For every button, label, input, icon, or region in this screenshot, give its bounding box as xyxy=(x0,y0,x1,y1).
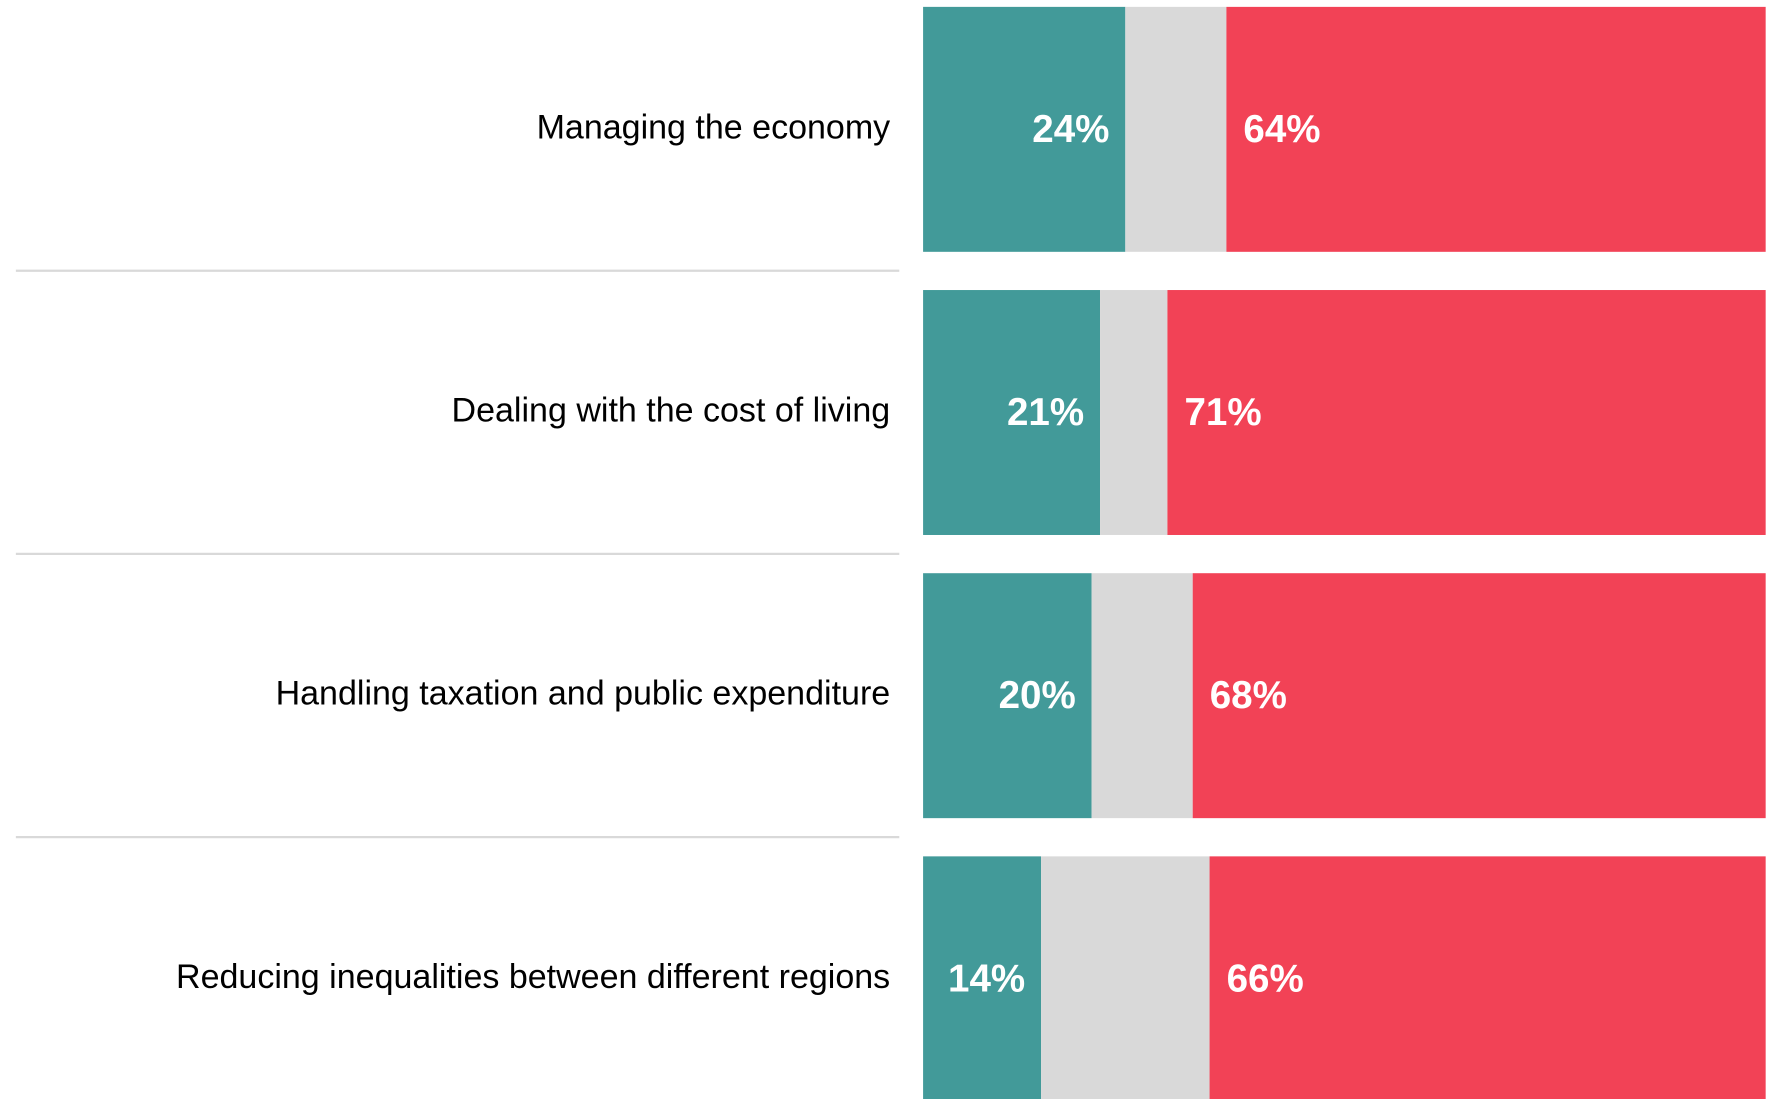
bar-segment xyxy=(923,290,1101,535)
bar-segment xyxy=(1125,6,1227,252)
value-label: 14% xyxy=(948,957,1025,1000)
bar-segment xyxy=(1226,6,1766,252)
value-label: 24% xyxy=(1032,108,1109,151)
category-label: Dealing with the cost of living xyxy=(452,391,891,429)
bar-segment xyxy=(923,856,1042,1099)
category-label: Handling taxation and public expenditure xyxy=(276,675,891,713)
value-label: 66% xyxy=(1227,957,1304,1000)
category-label: Managing the economy xyxy=(537,108,891,146)
value-label: 21% xyxy=(1007,391,1084,434)
bar-segment xyxy=(1209,856,1766,1099)
bar-segment xyxy=(923,6,1126,252)
bar-segment xyxy=(1100,290,1168,535)
value-label: 68% xyxy=(1210,674,1287,717)
bar-segment xyxy=(923,573,1092,819)
value-label: 20% xyxy=(999,674,1076,717)
category-label: Reducing inequalities between different … xyxy=(176,958,890,996)
bar-segment xyxy=(1041,856,1210,1099)
bar-segment xyxy=(1167,290,1766,535)
bar-segment xyxy=(1192,573,1766,819)
value-label: 64% xyxy=(1243,108,1320,151)
value-label: 71% xyxy=(1184,391,1261,434)
bar-segment xyxy=(1091,573,1193,819)
